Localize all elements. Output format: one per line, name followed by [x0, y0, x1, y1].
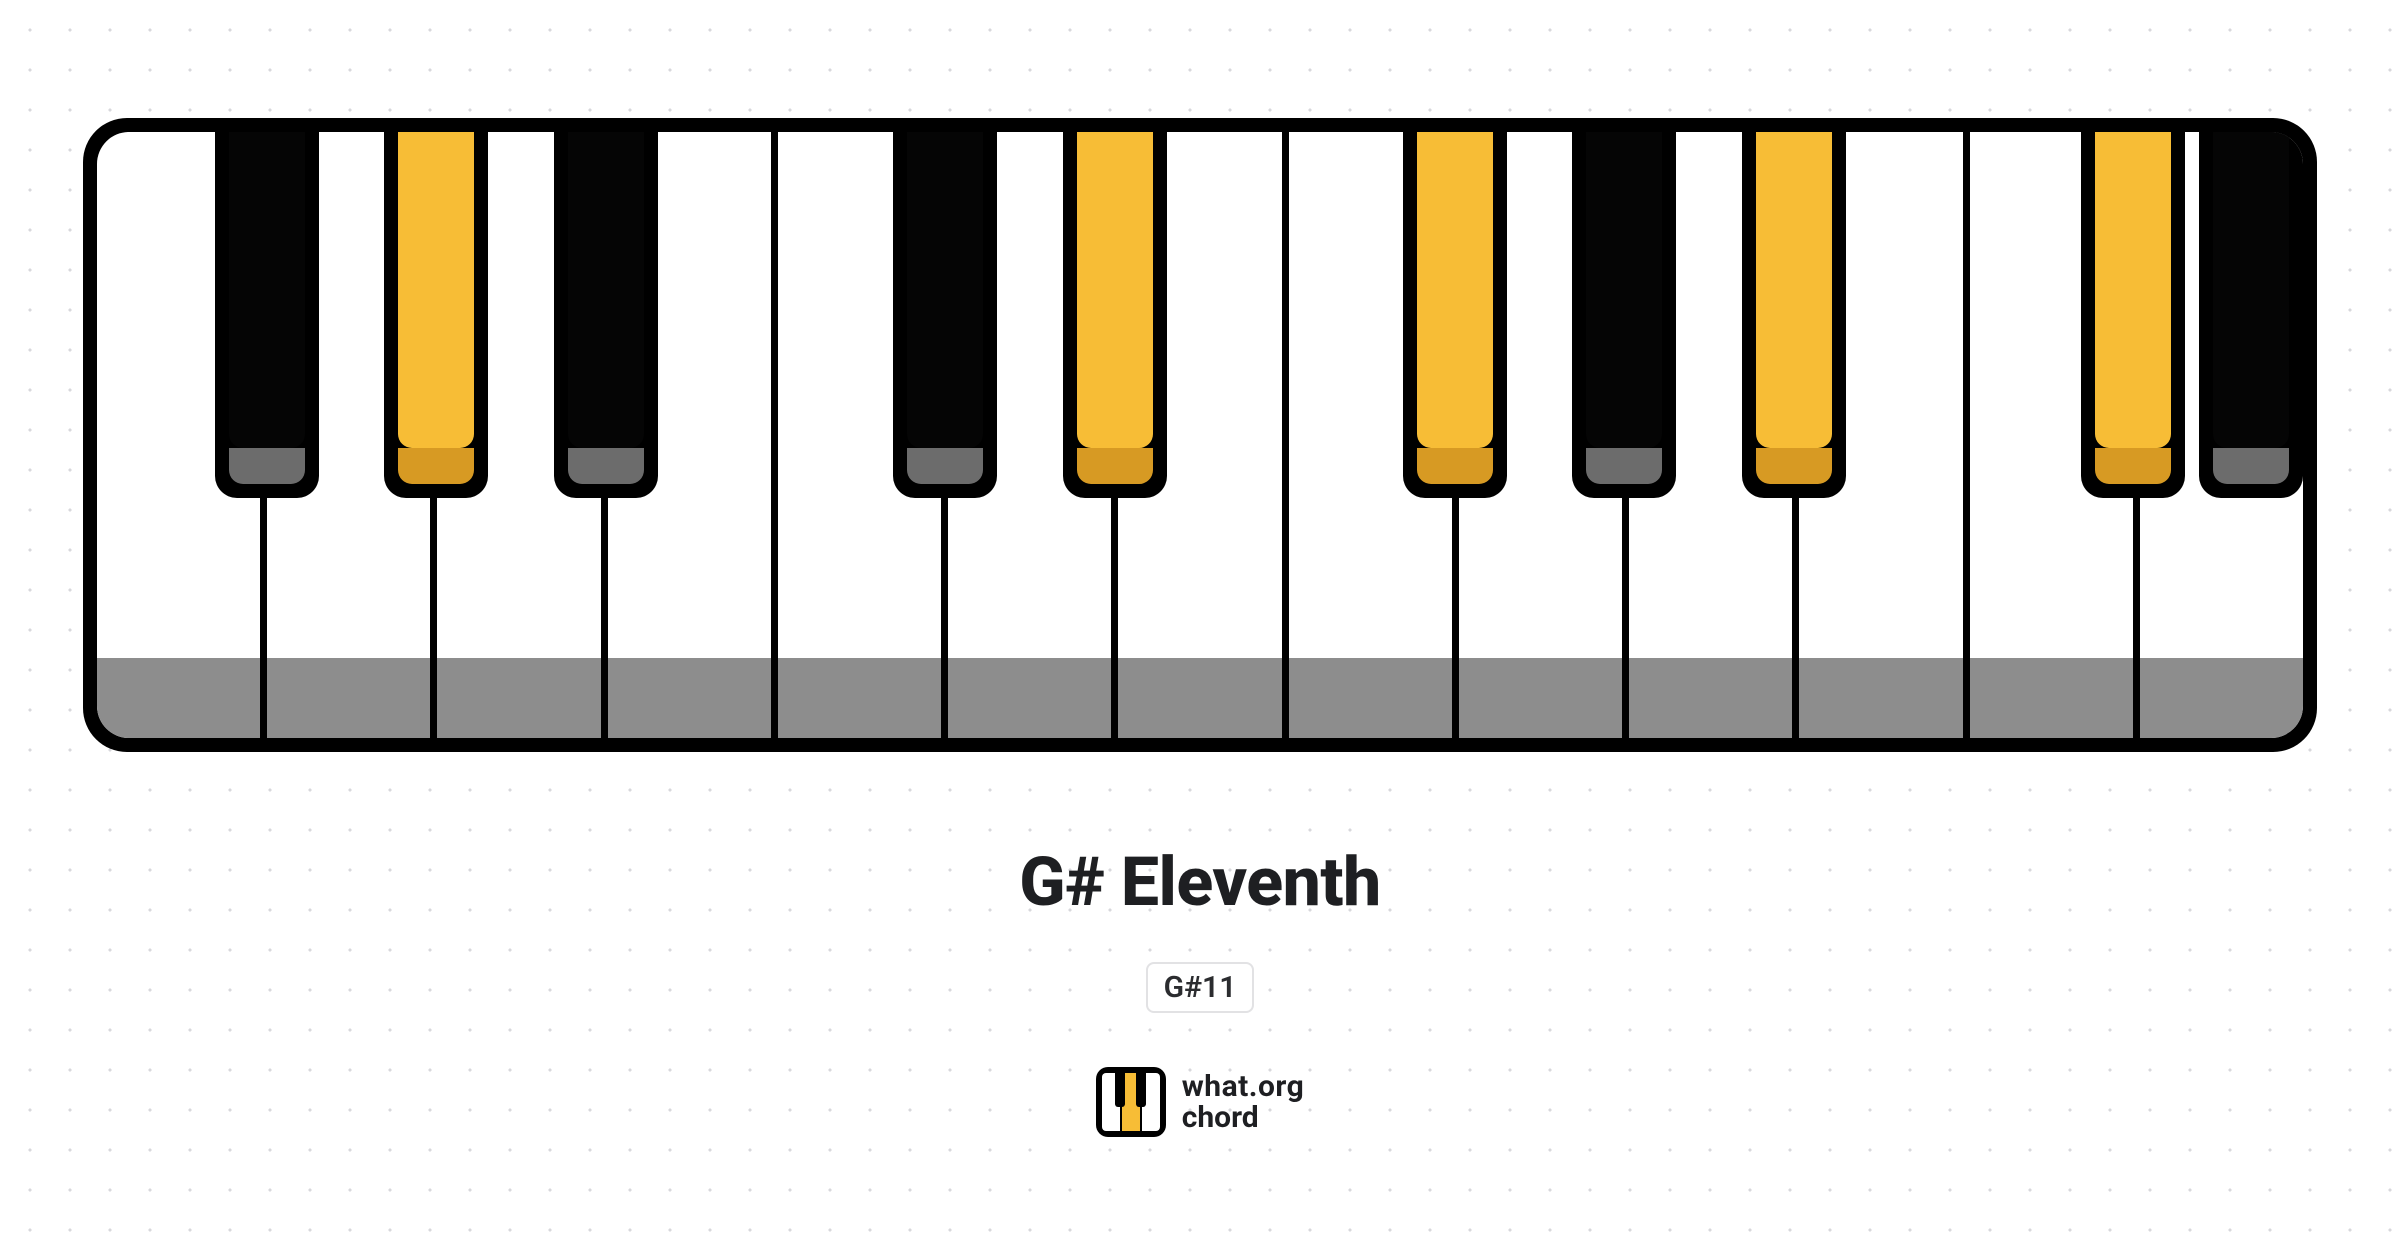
black-key-highlighted: [1403, 132, 1507, 498]
piano-keyboard-inner: [97, 132, 2303, 738]
black-key: [1572, 132, 1676, 498]
brand-lockup: what.org chord: [1096, 1067, 1305, 1137]
black-key-highlighted: [1742, 132, 1846, 498]
brand-piano-icon: [1096, 1067, 1166, 1137]
black-keys-layer: [97, 132, 2303, 738]
brand-line-2: chord: [1182, 1102, 1305, 1134]
brand-text: what.org chord: [1182, 1071, 1305, 1134]
chord-title: G# Eleventh: [1019, 842, 1381, 922]
black-key: [893, 132, 997, 498]
chord-symbol-badge: G#11: [1146, 962, 1255, 1013]
piano-keyboard: [83, 118, 2317, 752]
black-key: [215, 132, 319, 498]
black-key: [554, 132, 658, 498]
black-key-highlighted: [1063, 132, 1167, 498]
black-key-highlighted: [2081, 132, 2185, 498]
black-key-highlighted: [384, 132, 488, 498]
chord-diagram-card: G# Eleventh G#11 what.org chord: [0, 0, 2400, 1260]
brand-line-1: what.org: [1182, 1071, 1305, 1103]
black-key: [2199, 132, 2303, 498]
